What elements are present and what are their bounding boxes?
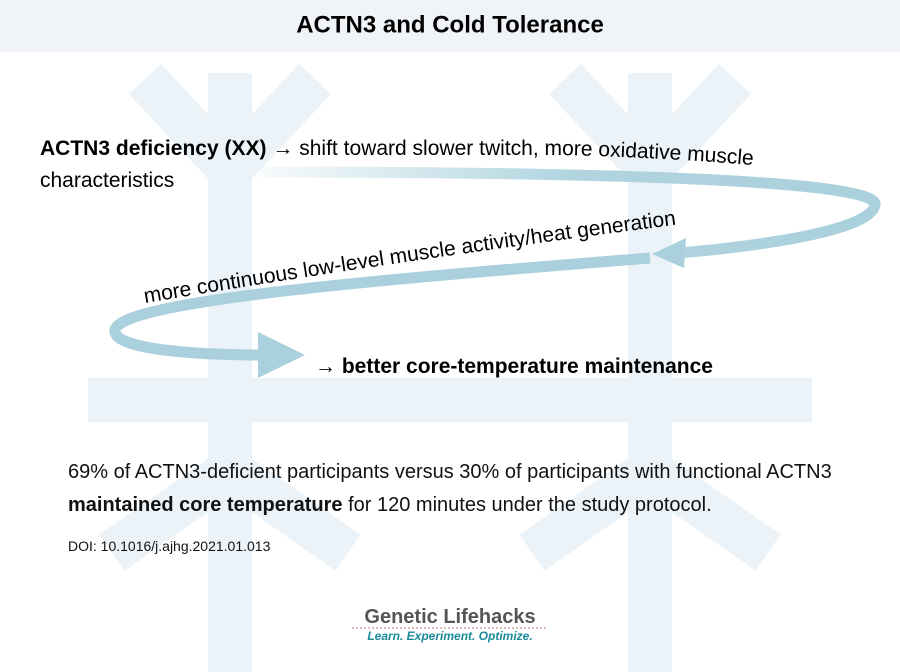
title-bar	[0, 0, 900, 52]
title: ACTN3 and Cold Tolerance	[296, 11, 604, 38]
finding-part2: for 120 minutes under the study protocol…	[342, 494, 712, 516]
finding-part1: 69% of ACTN3-deficient participants vers…	[68, 461, 832, 483]
step1-continued: characteristics	[40, 169, 174, 192]
doi[interactable]: DOI: 10.1016/j.ajhg.2021.01.013	[68, 538, 271, 554]
snowflake-background	[88, 63, 812, 672]
finding: 69% of ACTN3-deficient participants vers…	[68, 456, 868, 522]
logo-name: Genetic Lifehacks	[364, 606, 535, 628]
step1-bold: ACTN3 deficiency (XX)	[40, 137, 267, 160]
flow-arrow	[109, 166, 881, 378]
step3-text: → better core-temperature maintenance	[315, 355, 713, 378]
finding-bold: maintained core temperature	[68, 494, 343, 516]
logo-tagline: Learn. Experiment. Optimize.	[367, 629, 532, 643]
